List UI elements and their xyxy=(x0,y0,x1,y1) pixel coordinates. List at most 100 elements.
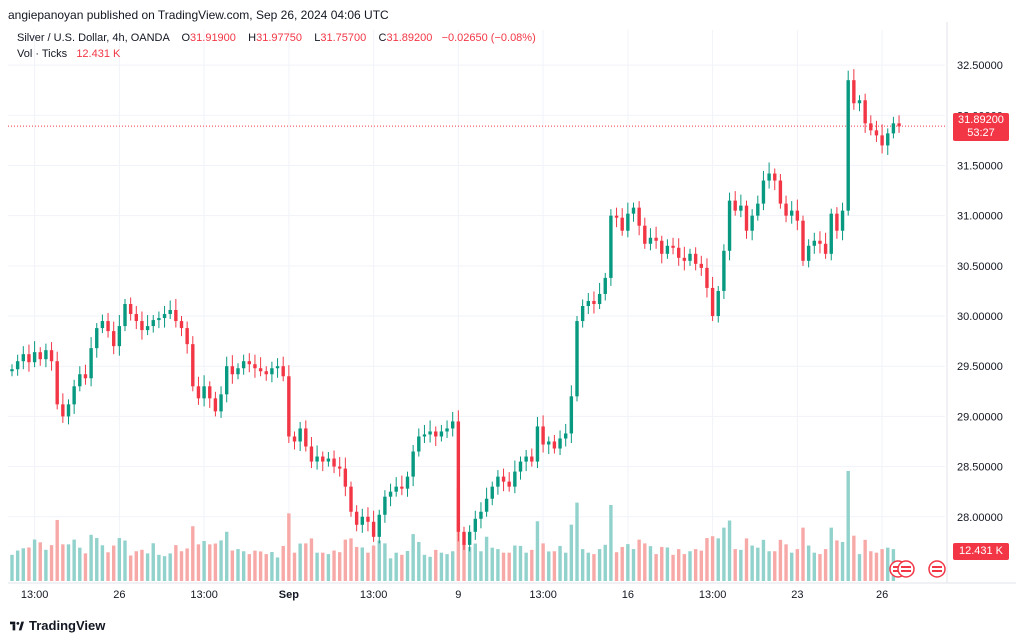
candle-body xyxy=(812,240,816,246)
low-value: 31.75700 xyxy=(320,32,367,44)
candle-body xyxy=(750,215,754,231)
volume-bar xyxy=(541,543,545,581)
volume-bar xyxy=(518,545,523,581)
y-tick-label: 28.50000 xyxy=(957,462,1003,474)
volume-bar xyxy=(168,553,172,581)
candle-body xyxy=(106,321,110,332)
close-value: 31.89200 xyxy=(386,32,433,44)
volume-bar xyxy=(434,549,438,581)
volume-bar xyxy=(818,554,822,581)
tradingview-logo-icon xyxy=(10,621,24,630)
candle-body xyxy=(208,386,212,399)
volume-bar xyxy=(558,545,562,581)
volume-bar xyxy=(343,539,348,581)
open-label: O xyxy=(181,32,191,44)
volume-bar xyxy=(32,539,37,581)
volume-bar xyxy=(422,554,427,581)
candle-body xyxy=(321,456,325,462)
candle-body xyxy=(270,368,274,375)
candle-body xyxy=(213,398,218,412)
last-volume-tag: 12.431 K xyxy=(953,543,1009,560)
volume-bar xyxy=(637,539,641,581)
volume-bar xyxy=(55,519,59,581)
event-flag-stripe xyxy=(901,566,911,568)
volume-bar xyxy=(530,549,534,581)
candle-body xyxy=(145,326,150,331)
candle-body xyxy=(434,431,438,437)
candle-body xyxy=(236,368,240,375)
candle-body xyxy=(569,396,574,434)
volume-bar xyxy=(547,551,551,581)
candle-body xyxy=(304,428,308,447)
candle-body xyxy=(140,321,144,331)
volume-bar xyxy=(507,552,511,581)
candle-body xyxy=(467,531,472,545)
volume-bar xyxy=(219,540,223,581)
symbol-label: Silver / U.S. Dollar, 4h, OANDA xyxy=(17,32,170,44)
volume-bar xyxy=(784,544,788,581)
candle-body xyxy=(394,486,398,492)
volume-bar xyxy=(665,547,670,581)
y-tick-label: 29.00000 xyxy=(957,411,1003,423)
tradingview-footer[interactable]: TradingView xyxy=(10,618,105,633)
volume-bar xyxy=(134,551,138,581)
candle-body xyxy=(326,458,331,462)
volume-value: 12.431 K xyxy=(76,48,121,60)
candle-body xyxy=(134,314,138,322)
volume-bar xyxy=(417,541,421,581)
candle-body xyxy=(292,436,297,442)
candle-body xyxy=(428,431,432,435)
candle-body xyxy=(891,123,896,134)
x-tick-label: 16 xyxy=(622,589,634,601)
volume-bar xyxy=(648,546,653,581)
volume-bar xyxy=(162,556,167,581)
volume-bar xyxy=(445,554,449,581)
volume-bar xyxy=(846,471,850,581)
candle-body xyxy=(179,321,184,329)
volume-bar xyxy=(151,543,155,581)
candle-body xyxy=(648,237,653,244)
volume-bar xyxy=(338,552,342,581)
volume-bar xyxy=(750,545,754,581)
volume-bar xyxy=(128,555,133,581)
volume-bar xyxy=(230,550,235,581)
candle-body xyxy=(501,476,506,482)
candle-body xyxy=(10,369,14,372)
x-tick-label: 13:00 xyxy=(699,589,727,601)
candle-body xyxy=(44,350,48,360)
candle-body xyxy=(377,514,381,537)
volume-bar xyxy=(439,552,444,581)
candle-body xyxy=(739,205,743,211)
volume-bar xyxy=(852,535,856,581)
candle-body xyxy=(388,491,393,497)
candle-body xyxy=(89,348,93,379)
volume-bar xyxy=(773,551,777,581)
candle-body xyxy=(852,80,856,104)
volume-bar xyxy=(140,549,144,581)
x-tick-label: 13:00 xyxy=(21,589,49,601)
volume-bar xyxy=(298,543,302,581)
candle-body xyxy=(417,436,421,452)
volume-bar xyxy=(756,547,760,581)
volume-bar xyxy=(304,543,308,581)
candle-body xyxy=(682,257,687,261)
candle-body xyxy=(552,441,557,449)
candle-body xyxy=(710,287,715,317)
volume-bar xyxy=(236,549,240,581)
x-tick-label: 13:00 xyxy=(529,589,557,601)
volume-bar xyxy=(315,552,319,581)
publish-info: angiepanoyan published on TradingView.co… xyxy=(8,8,389,22)
volume-bar xyxy=(501,552,506,581)
candle-body xyxy=(677,247,681,258)
economic-event-icon xyxy=(897,560,915,578)
candle-body xyxy=(100,321,105,329)
candle-body xyxy=(123,303,127,327)
volume-bar xyxy=(806,545,811,581)
volume-bar xyxy=(462,543,466,581)
candle-body xyxy=(869,123,873,131)
volume-bar xyxy=(321,552,325,581)
candle-body xyxy=(445,428,449,432)
volume-bar xyxy=(258,551,263,581)
candle-body xyxy=(354,511,359,525)
